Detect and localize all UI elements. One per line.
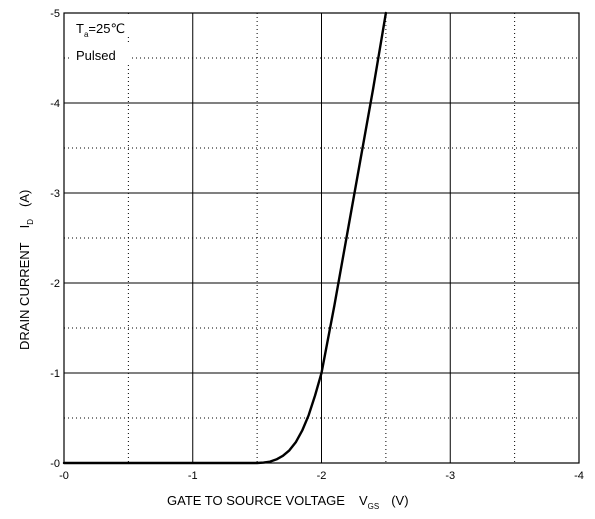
y-tick-label: -4	[50, 98, 60, 110]
y-tick-labels: -0 -1 -2 -3 -4 -5	[50, 8, 60, 470]
annotation-temperature: Ta=25℃	[72, 17, 140, 39]
y-axis-label-subscript: D	[26, 219, 35, 225]
minor-grid	[64, 13, 579, 463]
x-axis-label-symbol: V	[359, 493, 368, 508]
plot-frame	[63, 12, 580, 464]
y-tick-label: -5	[50, 8, 60, 20]
x-tick-labels: -0 -1 -2 -3 -4	[59, 470, 584, 482]
annotation-temp-value: =25℃	[88, 21, 125, 36]
y-axis-label: DRAIN CURRENT ID (A)	[17, 190, 35, 350]
annotation-temp-symbol: T	[76, 21, 84, 36]
major-grid	[64, 13, 579, 463]
x-tick-label: -1	[188, 470, 198, 482]
annotation-temp-subscript: a	[84, 30, 89, 39]
x-tick-label: -3	[445, 470, 455, 482]
y-tick-label: -0	[50, 458, 60, 470]
x-axis-label-subscript: GS	[368, 502, 380, 511]
x-tick-label: -2	[317, 470, 327, 482]
y-axis-label-symbol: I	[17, 225, 32, 229]
y-axis-label-unit: (A)	[17, 190, 32, 207]
x-axis-label: GATE TO SOURCE VOLTAGE VGS (V)	[167, 493, 409, 511]
x-tick-label: -0	[59, 470, 69, 482]
y-tick-label: -3	[50, 188, 60, 200]
y-axis-label-main: DRAIN CURRENT	[17, 242, 32, 350]
annotation-pulsed: Pulsed	[76, 48, 116, 63]
x-axis-label-main: GATE TO SOURCE VOLTAGE	[167, 493, 345, 508]
y-tick-label: -1	[50, 368, 60, 380]
svg-text:Ta=25℃: Ta=25℃	[76, 21, 125, 39]
x-axis-label-unit: (V)	[391, 493, 408, 508]
x-tick-label: -4	[574, 470, 584, 482]
series-line	[62, 11, 388, 465]
y-tick-label: -2	[50, 278, 60, 290]
annotation-condition: Pulsed	[72, 44, 132, 64]
